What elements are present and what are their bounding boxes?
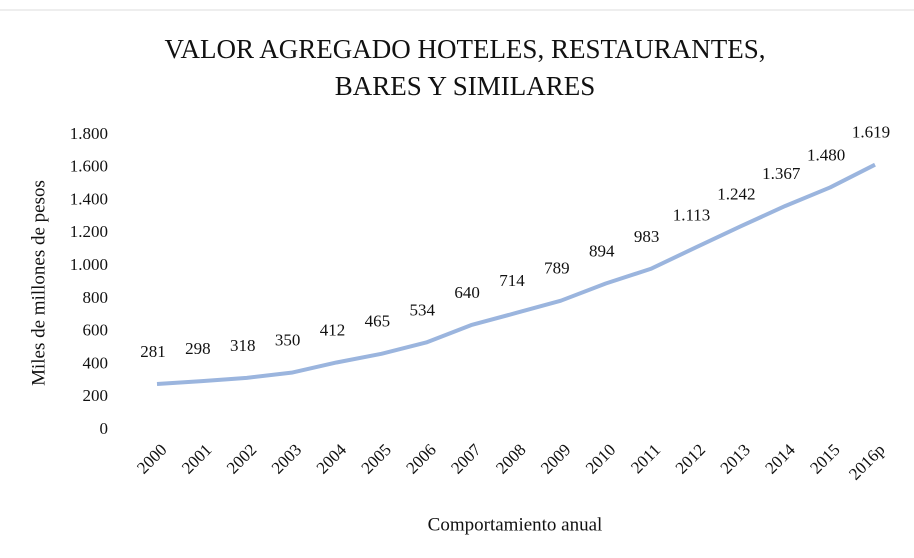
x-tick-label: 2008 (492, 440, 529, 477)
data-label: 534 (410, 300, 436, 319)
data-label: 465 (365, 312, 391, 331)
chart-title: BARES Y SIMILARES (335, 71, 596, 101)
data-label: 350 (275, 331, 301, 350)
x-tick-label: 2003 (268, 440, 305, 477)
x-tick-label: 2009 (537, 440, 574, 477)
y-tick-label: 600 (83, 321, 109, 340)
data-label: 318 (230, 336, 256, 355)
data-label: 298 (185, 339, 211, 358)
y-tick-label: 1.200 (70, 222, 108, 241)
data-label: 1.242 (717, 184, 755, 203)
data-label: 983 (634, 227, 660, 246)
data-label: 1.113 (673, 205, 711, 224)
x-tick-label: 2011 (627, 440, 664, 477)
x-tick-label: 2014 (761, 440, 799, 478)
y-axis-label: Miles de millones de pesos (28, 180, 49, 386)
x-tick-label: 2000 (133, 440, 170, 477)
data-label: 640 (454, 283, 480, 302)
x-tick-label: 2007 (447, 440, 485, 478)
data-label: 1.619 (852, 123, 890, 142)
y-tick-label: 1.400 (70, 189, 108, 208)
x-tick-label: 2005 (357, 440, 394, 477)
x-tick-label: 2002 (223, 440, 260, 477)
data-label: 714 (499, 271, 525, 290)
y-tick-label: 1.800 (70, 124, 108, 143)
x-tick-label: 2004 (313, 440, 351, 478)
data-label: 281 (140, 342, 166, 361)
y-tick-label: 1.000 (70, 255, 108, 274)
data-label: 894 (589, 241, 615, 260)
x-tick-label: 2012 (672, 440, 709, 477)
x-tick-label: 2010 (582, 440, 619, 477)
data-label: 1.367 (762, 164, 801, 183)
chart-title: VALOR AGREGADO HOTELES, RESTAURANTES, (164, 34, 765, 64)
x-axis-label: Comportamiento anual (428, 514, 603, 535)
x-tick-label: 2001 (178, 440, 215, 477)
y-tick-label: 800 (83, 288, 109, 307)
y-tick-label: 0 (100, 419, 109, 438)
data-label: 412 (320, 320, 346, 339)
x-tick-label: 2015 (806, 440, 843, 477)
data-label: 789 (544, 259, 570, 278)
x-tick-label: 2016p (845, 440, 888, 483)
y-tick-label: 1.600 (70, 157, 108, 176)
x-tick-label: 2013 (716, 440, 753, 477)
data-label: 1.480 (807, 145, 845, 164)
data-line (156, 162, 876, 386)
y-tick-label: 200 (83, 386, 109, 405)
x-tick-label: 2006 (402, 440, 439, 477)
y-tick-label: 400 (83, 353, 109, 372)
